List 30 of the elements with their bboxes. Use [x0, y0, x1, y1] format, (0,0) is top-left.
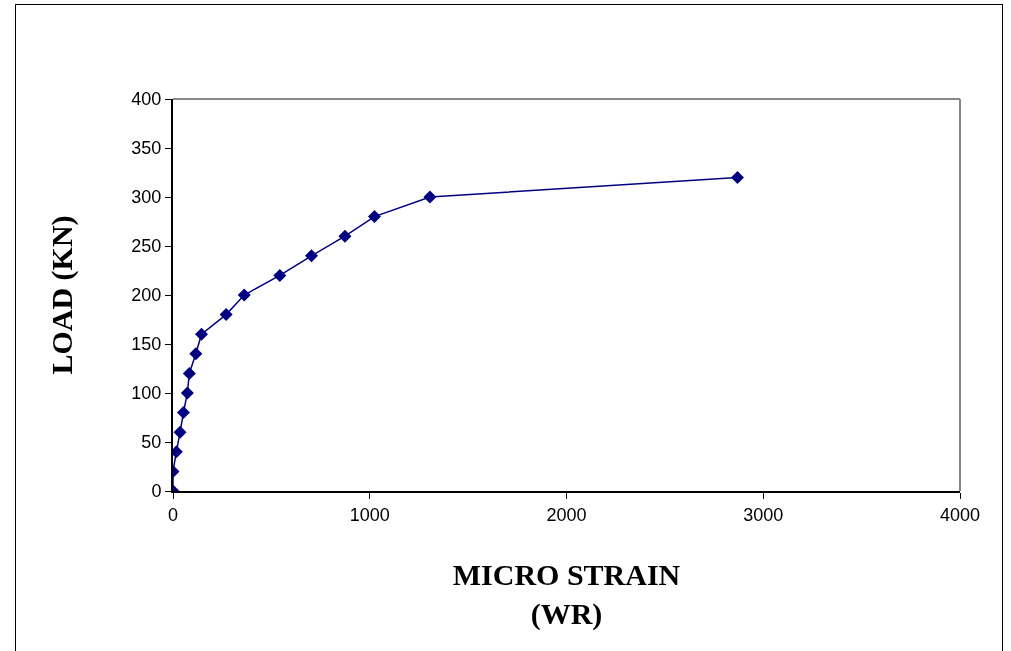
point: [173, 425, 187, 439]
point: [273, 268, 287, 282]
y-tick-label: 400: [131, 89, 162, 110]
point: [182, 366, 196, 380]
y-tick-label: 300: [131, 187, 162, 208]
y-tick-label: 0: [151, 481, 162, 502]
x-tick-label: 1000: [349, 504, 390, 525]
y-tick-label: 100: [131, 383, 162, 404]
point: [338, 229, 352, 243]
y-tick-label: 350: [131, 138, 162, 159]
point: [189, 347, 203, 361]
x-tick-label: 3000: [743, 504, 784, 525]
x-tick-label: 4000: [939, 504, 981, 525]
point: [730, 170, 744, 184]
y-tick-label: 50: [141, 432, 162, 453]
point: [219, 308, 233, 322]
x-tick-label: 2000: [546, 504, 587, 525]
point: [176, 406, 190, 420]
point: [305, 249, 319, 263]
y-axis-title: LOAD (KN): [44, 215, 79, 375]
y-tick-label: 150: [131, 334, 162, 355]
x-axis-title: MICRO STRAIN (WR): [452, 557, 681, 631]
point: [195, 327, 209, 341]
y-tick-label: 200: [131, 285, 162, 306]
y-tick-label: 250: [131, 236, 162, 257]
point: [237, 288, 251, 302]
point: [423, 190, 437, 204]
point: [180, 386, 194, 400]
point: [367, 210, 381, 224]
x-tick-label: 0: [167, 504, 179, 525]
